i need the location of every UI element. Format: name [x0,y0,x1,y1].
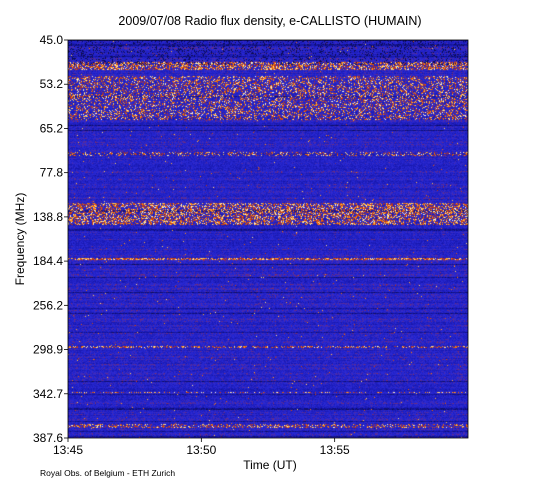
x-tick-label: 13:50 [186,443,216,457]
y-tick-label: 184.4 [33,254,63,268]
chart-title: 2009/07/08 Radio flux density, e-CALLIST… [118,14,421,28]
x-axis-label: Time (UT) [243,458,297,472]
x-tick-label: 13:45 [53,443,83,457]
y-axis: 45.0 53.2 65.2 77.8 138.8 184.4 256.2 298.9 342.… [33,33,68,445]
y-tick-label: 342.7 [33,387,63,401]
y-tick-label: 387.6 [33,431,63,445]
x-axis: 13:45 13:50 13:55 [53,438,350,457]
y-tick-label: 138.8 [33,210,63,224]
x-tick-label: 13:55 [320,443,350,457]
y-tick-label: 53.2 [40,77,64,91]
y-tick-label: 77.8 [40,166,64,180]
y-tick-label: 256.2 [33,298,63,312]
heatmap-image [68,40,468,438]
y-tick-label: 65.2 [40,121,64,135]
y-tick-label: 45.0 [40,33,64,47]
y-tick-label: 298.9 [33,343,63,357]
heatmap-plot [67,39,469,439]
credit-text: Royal Obs. of Belgium - ETH Zurich [40,468,175,478]
y-axis-label: Frequency (MHz) [13,193,27,286]
plot-frame [67,39,469,439]
